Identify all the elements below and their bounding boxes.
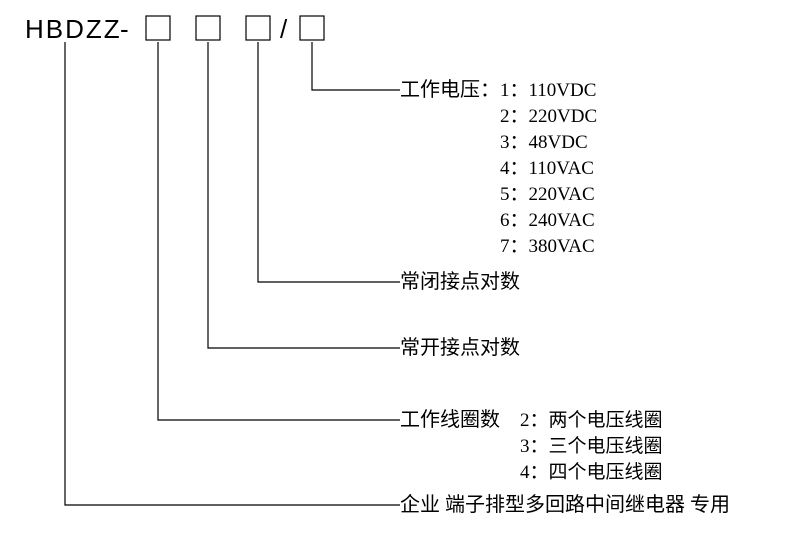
voltage-item-4: 5：220VAC bbox=[500, 184, 595, 205]
voltage-item-6: 7：380VAC bbox=[500, 236, 595, 257]
voltage-item-3: 4：110VAC bbox=[500, 158, 594, 179]
leader-box1 bbox=[158, 42, 400, 420]
voltage-title: 工作电压： bbox=[400, 78, 500, 101]
voltage-item-0: 1：110VDC bbox=[500, 80, 596, 101]
voltage-item-5: 6：240VAC bbox=[500, 210, 595, 231]
prefix-text: HBDZZ bbox=[25, 14, 122, 44]
sep-slash: / bbox=[280, 14, 289, 44]
placeholder-box-4 bbox=[300, 16, 324, 40]
leader-prefix bbox=[65, 42, 400, 505]
sep-dash: - bbox=[120, 14, 131, 44]
leader-box4 bbox=[312, 42, 400, 90]
coils-item-0: 2：两个电压线圈 bbox=[520, 409, 663, 431]
voltage-item-1: 2：220VDC bbox=[500, 106, 597, 127]
model-code-diagram: HBDZZ - / 工作电压： 1：110VDC 2：220VDC 3：48VD… bbox=[0, 0, 801, 542]
enterprise-title: 企业 端子排型多回路中间继电器 专用 bbox=[400, 493, 730, 516]
coils-item-2: 4：四个电压线圈 bbox=[520, 461, 663, 483]
coils-title: 工作线圈数 bbox=[400, 408, 500, 431]
coils-item-1: 3：三个电压线圈 bbox=[520, 435, 663, 457]
placeholder-box-1 bbox=[146, 16, 170, 40]
placeholder-box-2 bbox=[196, 16, 220, 40]
voltage-item-2: 3：48VDC bbox=[500, 132, 588, 153]
leader-box2 bbox=[208, 42, 400, 348]
no-title: 常开接点对数 bbox=[400, 336, 520, 359]
leader-box3 bbox=[258, 42, 400, 282]
placeholder-box-3 bbox=[246, 16, 270, 40]
nc-title: 常闭接点对数 bbox=[400, 270, 520, 293]
